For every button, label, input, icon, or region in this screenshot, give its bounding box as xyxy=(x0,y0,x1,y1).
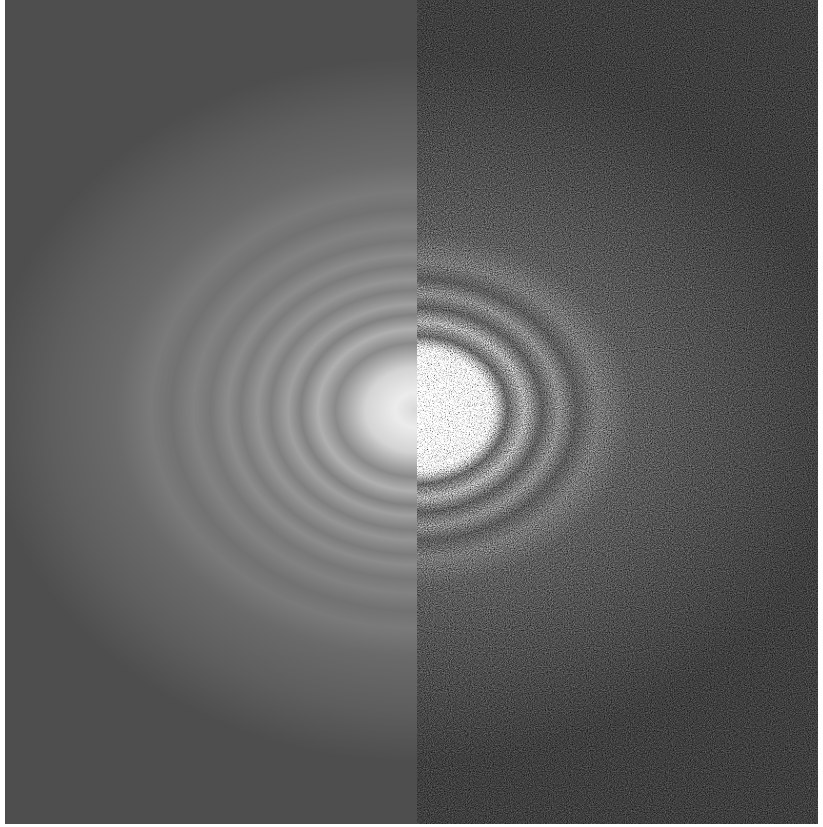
noisy-half xyxy=(417,0,818,824)
page: Image {} html, body { margin: 0; padding… xyxy=(0,0,823,827)
power-spectrum-image xyxy=(0,0,823,827)
page-body: (() => { const data = JSON.parse(documen… xyxy=(0,0,823,827)
smooth-half xyxy=(5,0,417,824)
